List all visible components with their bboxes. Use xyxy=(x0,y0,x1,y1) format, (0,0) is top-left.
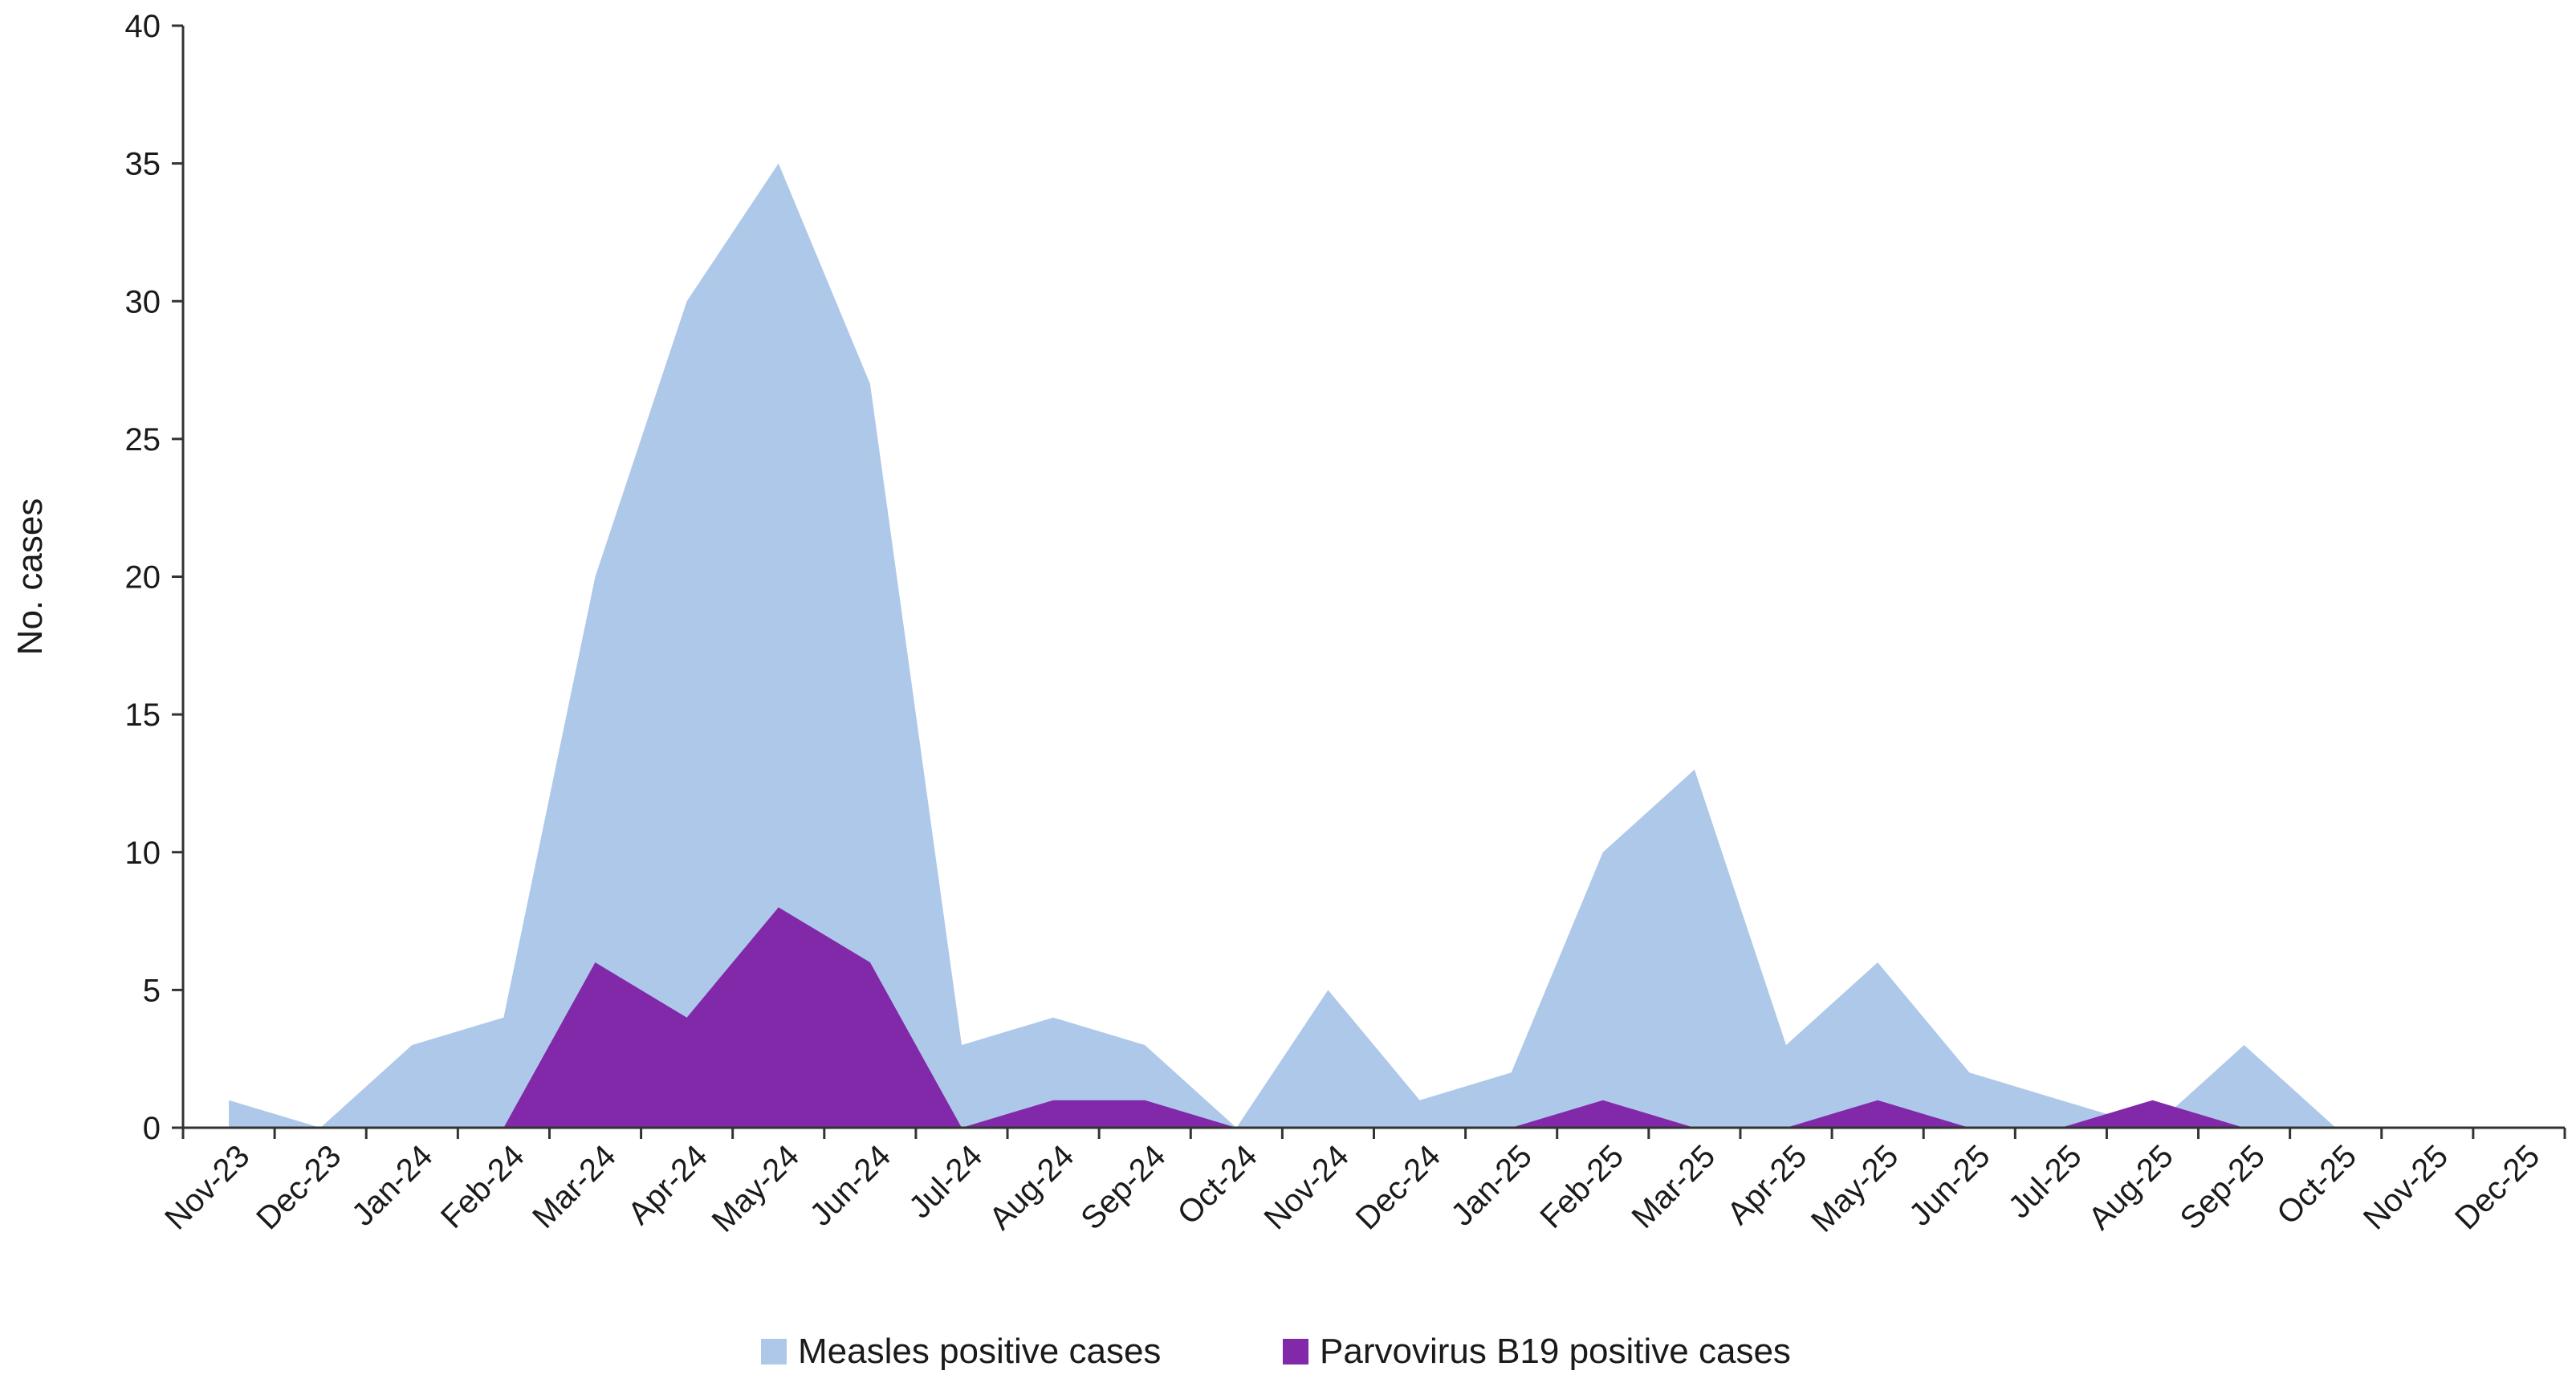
x-tick-label: Jul-25 xyxy=(2002,1138,2089,1225)
y-tick-label: 20 xyxy=(125,560,161,596)
x-tick-label: Nov-23 xyxy=(158,1138,256,1236)
x-tick-label: May-24 xyxy=(706,1138,806,1238)
x-tick-label: Aug-24 xyxy=(983,1138,1080,1236)
x-tick-label: Dec-23 xyxy=(250,1138,348,1236)
y-tick-label: 35 xyxy=(125,147,161,182)
x-tick-label: Sep-24 xyxy=(1074,1138,1172,1236)
y-tick-label: 0 xyxy=(143,1111,161,1146)
series-areas xyxy=(229,163,2519,1129)
y-tick-label: 30 xyxy=(125,284,161,319)
y-tick-label: 25 xyxy=(125,422,161,458)
y-tick-label: 40 xyxy=(125,9,161,44)
x-tick-label: Nov-24 xyxy=(1258,1138,1356,1236)
x-tick-label: Mar-24 xyxy=(526,1138,623,1235)
legend-swatch-1 xyxy=(761,1339,787,1364)
x-tick-label: Jan-24 xyxy=(345,1138,440,1233)
x-tick-label: Nov-25 xyxy=(2357,1138,2455,1236)
x-tick-label: Apr-25 xyxy=(1720,1138,1813,1231)
x-tick-label: Dec-25 xyxy=(2448,1138,2546,1236)
x-tick-label: Sep-25 xyxy=(2174,1138,2272,1236)
x-tick-label: Feb-25 xyxy=(1533,1138,1630,1235)
series-area-1 xyxy=(229,163,2519,1129)
x-tick-label: Jan-25 xyxy=(1444,1138,1539,1233)
x-tick-label: Jul-24 xyxy=(902,1138,989,1225)
legend-label-1: Measles positive cases xyxy=(798,1332,1161,1371)
x-tick-label: Oct-24 xyxy=(1171,1138,1264,1231)
x-tick-label: Dec-24 xyxy=(1349,1138,1447,1236)
y-axis-ticks: 0 5 10 15 20 25 30 35 40 xyxy=(125,9,183,1146)
x-tick-label: Feb-24 xyxy=(434,1138,531,1235)
x-tick-label: Mar-25 xyxy=(1626,1138,1723,1235)
x-tick-label: Oct-25 xyxy=(2270,1138,2363,1231)
x-tick-label: Apr-24 xyxy=(621,1138,714,1231)
y-tick-label: 15 xyxy=(125,698,161,733)
x-tick-label: Jun-25 xyxy=(1902,1138,1997,1233)
y-axis-title: No. cases xyxy=(10,498,50,656)
legend-swatch-2 xyxy=(1283,1339,1308,1364)
y-tick-label: 10 xyxy=(125,836,161,871)
x-tick-label: May-25 xyxy=(1805,1138,1905,1238)
series-area-2 xyxy=(229,907,2519,1128)
x-axis-ticks: Nov-23Dec-23Jan-24Feb-24Mar-24Apr-24May-… xyxy=(158,1128,2566,1239)
x-tick-label: Jun-24 xyxy=(804,1138,898,1233)
x-tick-label: Aug-25 xyxy=(2082,1138,2180,1236)
y-tick-label: 5 xyxy=(143,973,161,1008)
legend-label-2: Parvovirus B19 positive cases xyxy=(1320,1332,1791,1371)
legend: Measles positive cases Parvovirus B19 pos… xyxy=(761,1332,1791,1371)
